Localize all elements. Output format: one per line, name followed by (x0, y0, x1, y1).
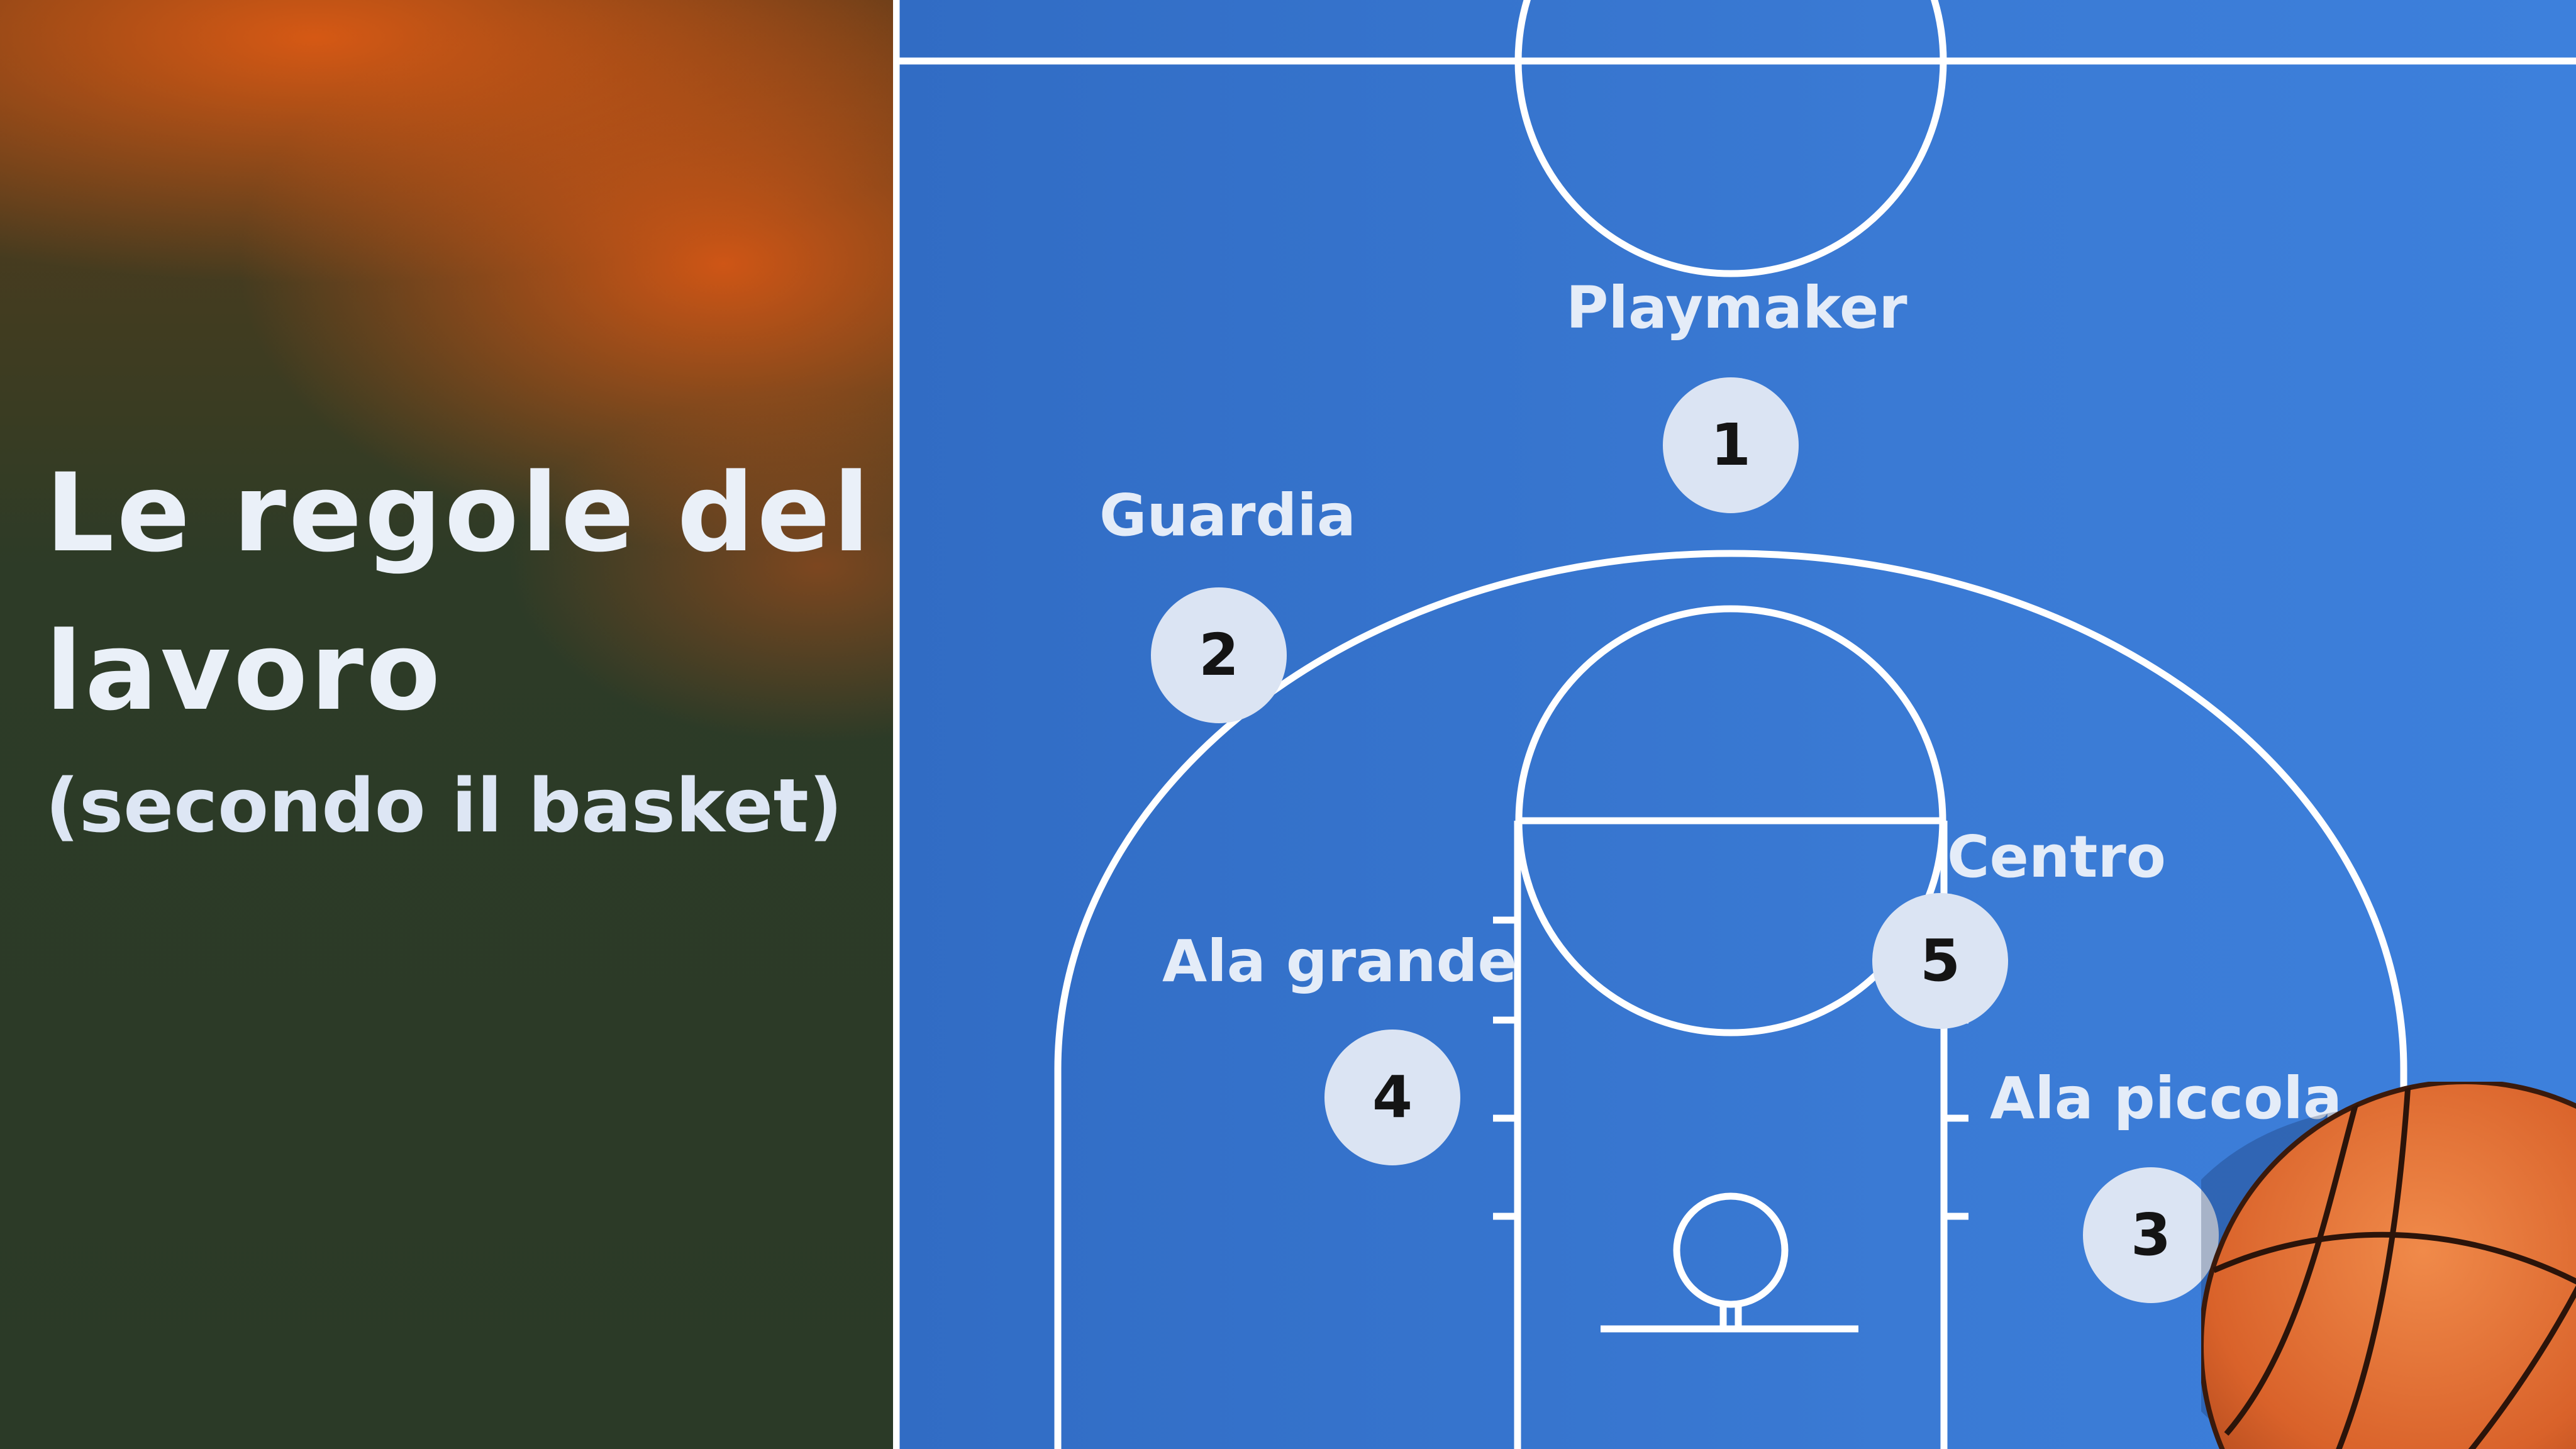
free-throw-circle (1515, 605, 1946, 1036)
title-block: Le regole del lavoro (secondo il basket) (45, 434, 888, 853)
position-label-centro: Centro (1947, 823, 2166, 891)
basketball-icon (2201, 1082, 2576, 1449)
position-marker-3: 3 (2083, 1167, 2219, 1303)
position-label-ala-piccola: Ala piccola (1990, 1065, 2343, 1132)
page-subtitle: (secondo il basket) (45, 762, 843, 849)
three-point-arc (1054, 550, 2407, 1449)
position-marker-2: 2 (1151, 587, 1287, 723)
basketball-court: Playmaker 1 Guardia 2 Centro 5 Ala grand… (893, 0, 2576, 1449)
center-circle (1514, 0, 1947, 277)
title-panel: Le regole del lavoro (secondo il basket) (0, 0, 893, 1449)
court-lines (893, 0, 2576, 1449)
hoop-rim (1673, 1192, 1789, 1308)
page-title: Le regole del lavoro (45, 450, 873, 735)
position-marker-5: 5 (1872, 893, 2008, 1029)
position-marker-4: 4 (1324, 1030, 1460, 1165)
position-label-ala-grande: Ala grande (1162, 928, 1517, 995)
position-marker-1: 1 (1663, 377, 1799, 513)
position-label-guardia: Guardia (1099, 482, 1356, 549)
position-label-playmaker: Playmaker (1566, 274, 1907, 341)
court-boundary (893, 0, 900, 1449)
